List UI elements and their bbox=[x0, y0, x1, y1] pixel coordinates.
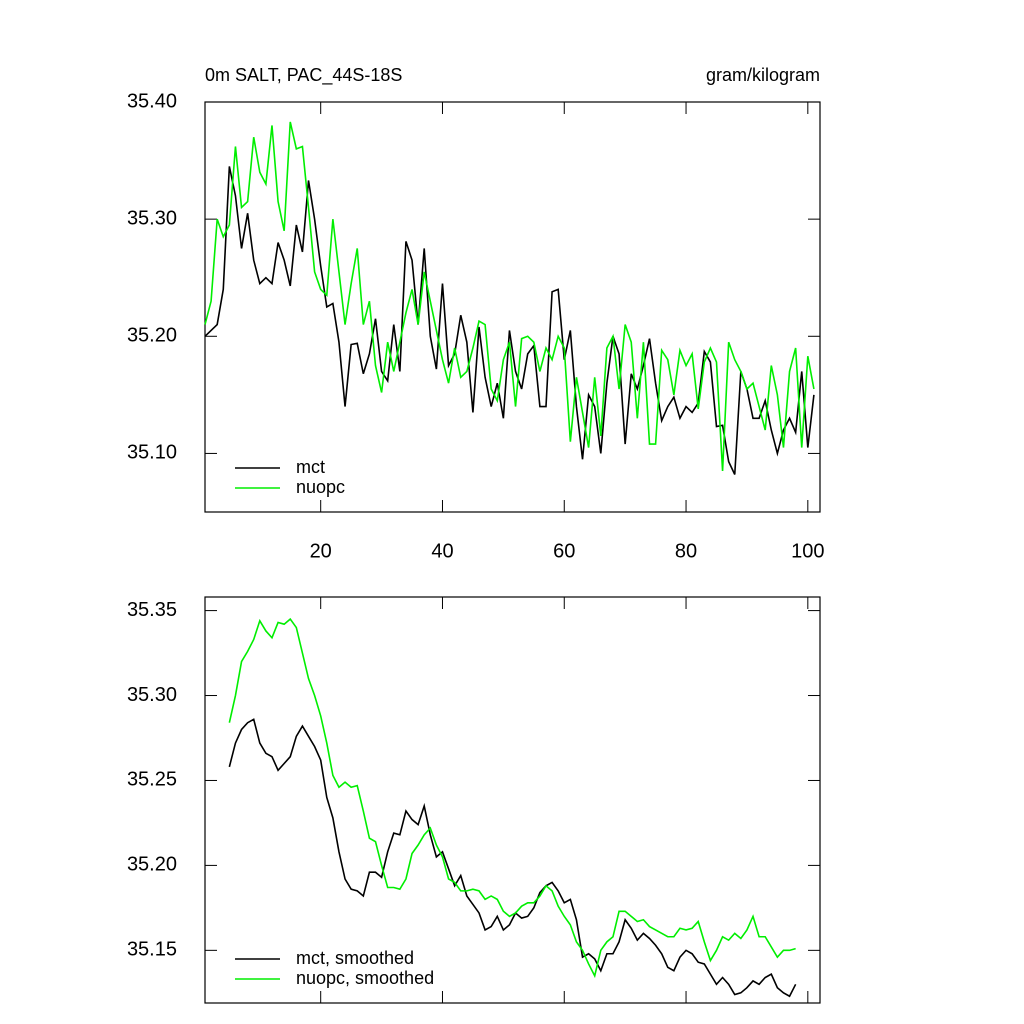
legend-label: mct bbox=[296, 457, 325, 477]
y-tick-label: 35.20 bbox=[127, 325, 177, 347]
y-tick-label: 35.15 bbox=[127, 939, 177, 961]
y-tick-label: 35.40 bbox=[127, 90, 177, 112]
x-tick-label: 40 bbox=[431, 540, 453, 562]
series-line bbox=[228, 718, 797, 998]
legend-label: nuopc bbox=[296, 477, 345, 497]
y-tick-label: 35.10 bbox=[127, 442, 177, 464]
x-tick-label: 80 bbox=[675, 540, 697, 562]
y-tick-label: 35.35 bbox=[127, 599, 177, 621]
x-tick-label: 100 bbox=[791, 540, 824, 562]
plot-frame bbox=[204, 101, 821, 513]
chart-units: gram/kilogram bbox=[706, 65, 820, 85]
legend-label: nuopc, smoothed bbox=[296, 968, 434, 988]
series-line bbox=[204, 121, 815, 472]
chart-title: 0m SALT, PAC_44S-18S bbox=[205, 65, 402, 86]
series-line bbox=[228, 617, 796, 979]
y-tick-label: 35.30 bbox=[127, 207, 177, 229]
plot-frame bbox=[204, 596, 821, 1004]
series-line bbox=[204, 166, 815, 475]
y-tick-label: 35.20 bbox=[127, 854, 177, 876]
y-tick-label: 35.30 bbox=[127, 684, 177, 706]
y-tick-label: 35.25 bbox=[127, 769, 177, 791]
x-tick-label: 20 bbox=[310, 540, 332, 562]
legend-label: mct, smoothed bbox=[296, 948, 414, 968]
x-tick-label: 60 bbox=[553, 540, 575, 562]
